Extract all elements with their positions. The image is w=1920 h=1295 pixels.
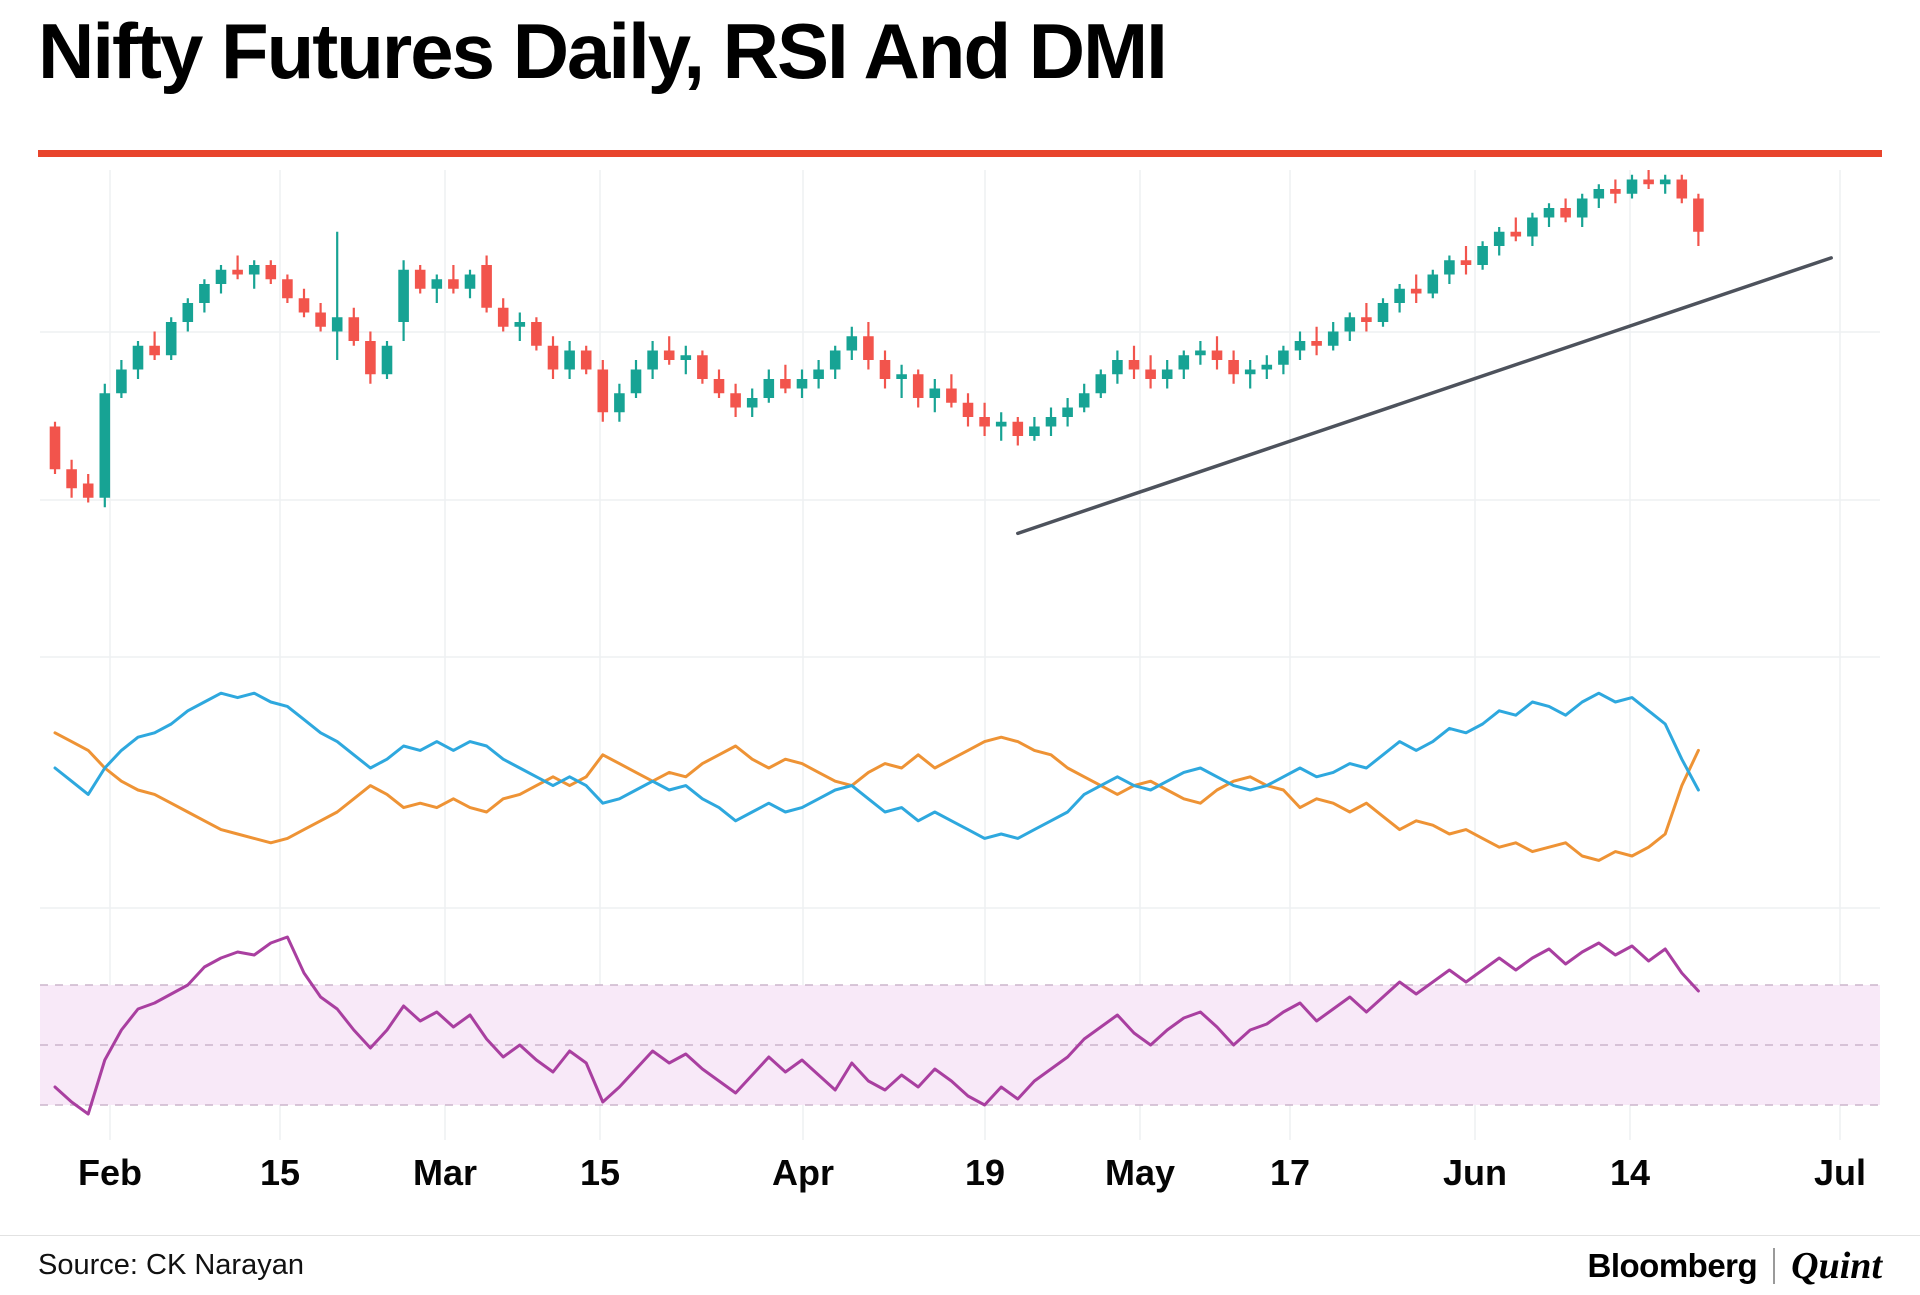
x-axis-label-apr: Apr [772,1152,834,1193]
x-axis-label-jun: Jun [1442,1152,1508,1193]
bloomberg-logo: Bloomberg [1587,1246,1758,1284]
title-accent-rule [38,150,1882,157]
x-axis-label-may: May [1104,1152,1176,1193]
x-axis-label-jul: Jul [1813,1152,1867,1193]
x-axis-label-mar: Mar [412,1152,478,1193]
footer: Source: CK Narayan Bloomberg Quint [0,1235,1920,1295]
x-axis-label-19: 19 [964,1152,1006,1193]
x-axis-label-14: 14 [1609,1152,1651,1193]
quint-logo: Quint [1791,1244,1882,1287]
brand-lockup: Bloomberg Quint [1588,1244,1883,1288]
x-axis-label-17: 17 [1269,1152,1311,1193]
source-credit: Source: CK Narayan [38,1249,304,1281]
brand-separator [1773,1247,1776,1284]
chart-title: Nifty Futures Daily, RSI And DMI [38,7,1168,95]
x-axis-label-15: 15 [579,1152,621,1193]
x-axis-label-15: 15 [259,1152,301,1193]
x-axis-label-feb: Feb [77,1152,143,1193]
